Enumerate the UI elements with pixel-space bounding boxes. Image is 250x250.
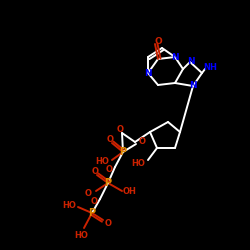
Text: N: N (189, 82, 197, 90)
Text: O: O (106, 134, 114, 143)
Text: O: O (138, 138, 145, 146)
Text: O: O (116, 124, 123, 134)
Text: O: O (90, 196, 98, 205)
Text: N: N (171, 52, 179, 62)
Text: NH: NH (203, 62, 217, 72)
Text: O: O (106, 164, 112, 173)
Text: P: P (120, 147, 126, 157)
Text: O: O (92, 166, 98, 175)
Text: P: P (88, 208, 96, 218)
Text: HO: HO (74, 230, 88, 239)
Text: P: P (104, 178, 112, 188)
Text: HO: HO (95, 158, 109, 166)
Text: N: N (144, 68, 152, 78)
Text: HO: HO (131, 158, 145, 168)
Text: O: O (84, 190, 91, 198)
Text: N: N (187, 56, 195, 66)
Text: O: O (154, 36, 162, 46)
Text: OH: OH (123, 188, 137, 196)
Text: O: O (104, 218, 112, 228)
Text: HO: HO (62, 200, 76, 209)
